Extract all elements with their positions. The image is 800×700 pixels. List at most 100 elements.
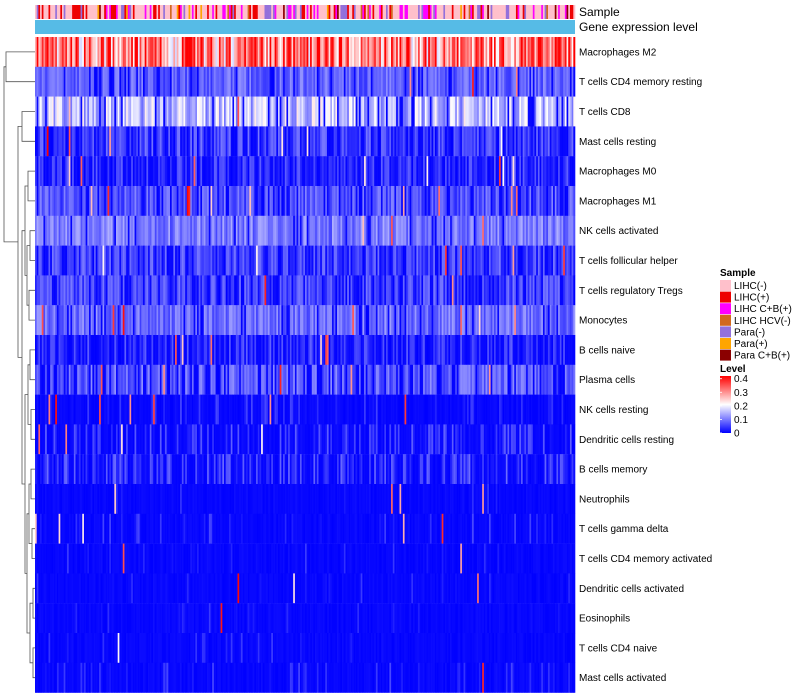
heatmap-cell <box>288 245 291 276</box>
heatmap-cell <box>195 186 198 216</box>
heatmap-cell <box>326 96 329 127</box>
sample-annotation-cell <box>566 5 569 19</box>
heatmap-cell <box>534 66 537 97</box>
heatmap-cell <box>463 215 466 246</box>
heatmap-cell <box>431 96 434 127</box>
heatmap-cell <box>121 126 124 157</box>
heatmap-cell <box>429 305 432 336</box>
heatmap-cell <box>144 66 147 97</box>
heatmap-cell <box>252 335 255 365</box>
heatmap-cell <box>197 215 199 246</box>
heatmap-cell <box>313 364 316 395</box>
heatmap-cell <box>310 156 313 187</box>
heatmap-cell <box>75 394 78 425</box>
heatmap-cell <box>320 66 323 97</box>
heatmap-cell <box>418 335 421 365</box>
heatmap-cell <box>399 305 402 336</box>
heatmap-cell <box>568 364 571 395</box>
heatmap-cell <box>200 424 203 455</box>
heatmap-cell <box>149 126 152 157</box>
heatmap-cell <box>532 305 535 336</box>
heatmap-cell <box>259 424 262 455</box>
heatmap-cell <box>328 66 331 97</box>
heatmap-cell <box>56 96 59 127</box>
heatmap-cell <box>230 454 233 485</box>
heatmap-cell <box>126 424 129 455</box>
sample-annotation-cell <box>527 5 530 19</box>
heatmap-cell <box>60 96 63 127</box>
heatmap-cell <box>343 335 346 365</box>
heatmap-cell <box>220 454 223 485</box>
heatmap-cell <box>416 275 419 306</box>
sample-annotation-cell <box>75 5 78 19</box>
heatmap-cell <box>399 424 402 455</box>
heatmap-cell <box>68 245 71 276</box>
heatmap-cell <box>291 186 294 216</box>
heatmap-cell <box>423 364 426 395</box>
heatmap-cell <box>333 364 336 395</box>
heatmap-cell <box>288 37 291 67</box>
heatmap-cell <box>276 454 279 485</box>
heatmap-cell <box>121 186 124 216</box>
heatmap-cell <box>293 96 296 127</box>
heatmap-cell <box>298 335 301 365</box>
heatmap-cell <box>554 364 557 395</box>
heatmap-cell <box>222 66 225 97</box>
heatmap-cell <box>92 305 95 336</box>
heatmap-cell <box>237 126 240 157</box>
heatmap-cell <box>46 424 49 455</box>
heatmap-cell <box>149 424 152 455</box>
heatmap-cell <box>308 215 311 246</box>
heatmap-cell <box>399 156 402 187</box>
heatmap-cell <box>35 245 37 276</box>
heatmap-cell <box>139 335 142 365</box>
heatmap-cell <box>429 394 432 425</box>
heatmap-cell <box>244 126 247 157</box>
heatmap-cell <box>480 215 483 246</box>
heatmap-cell <box>433 156 436 187</box>
heatmap-cell <box>364 394 367 425</box>
dendrogram-branch <box>3 66 18 243</box>
heatmap-cell <box>485 394 488 425</box>
heatmap-cell <box>122 245 125 276</box>
heatmap-cell <box>229 215 232 246</box>
heatmap-cell <box>467 275 469 306</box>
heatmap-cell <box>124 454 127 485</box>
heatmap-cell <box>129 454 132 485</box>
heatmap-cell <box>531 424 534 455</box>
heatmap-cell <box>239 454 242 485</box>
sample-annotation-cell <box>245 5 248 19</box>
heatmap-cell <box>328 275 331 306</box>
heatmap-cell <box>82 96 85 127</box>
heatmap-cell <box>549 96 552 127</box>
heatmap-cell <box>244 275 247 306</box>
heatmap-cell <box>326 66 329 97</box>
heatmap-cell <box>306 96 309 127</box>
heatmap-cell <box>310 364 313 395</box>
heatmap-cell <box>176 424 179 455</box>
sample-annotation-cell <box>102 5 105 19</box>
heatmap-cell <box>127 156 130 187</box>
heatmap-cell <box>73 96 76 127</box>
heatmap-cell <box>224 66 226 97</box>
heatmap-cell <box>267 364 270 395</box>
heatmap-cell <box>274 66 277 97</box>
heatmap-cell <box>445 364 448 395</box>
heatmap-cell <box>328 215 331 246</box>
heatmap-cell <box>129 156 132 187</box>
heatmap-cell <box>463 245 466 276</box>
heatmap-cell <box>205 305 208 336</box>
heatmap-cell <box>413 156 415 187</box>
heatmap-cell <box>58 96 61 127</box>
heatmap-cell <box>225 245 228 276</box>
heatmap-cell <box>109 454 112 485</box>
heatmap-cell <box>401 96 404 127</box>
heatmap-cell <box>53 186 56 216</box>
heatmap-cell <box>539 364 542 395</box>
heatmap-cell <box>205 245 208 276</box>
heatmap-cell <box>569 364 572 395</box>
heatmap-cell <box>566 126 569 157</box>
heatmap-cell <box>320 215 323 246</box>
heatmap-cell <box>124 394 127 425</box>
heatmap-cell <box>259 394 262 425</box>
